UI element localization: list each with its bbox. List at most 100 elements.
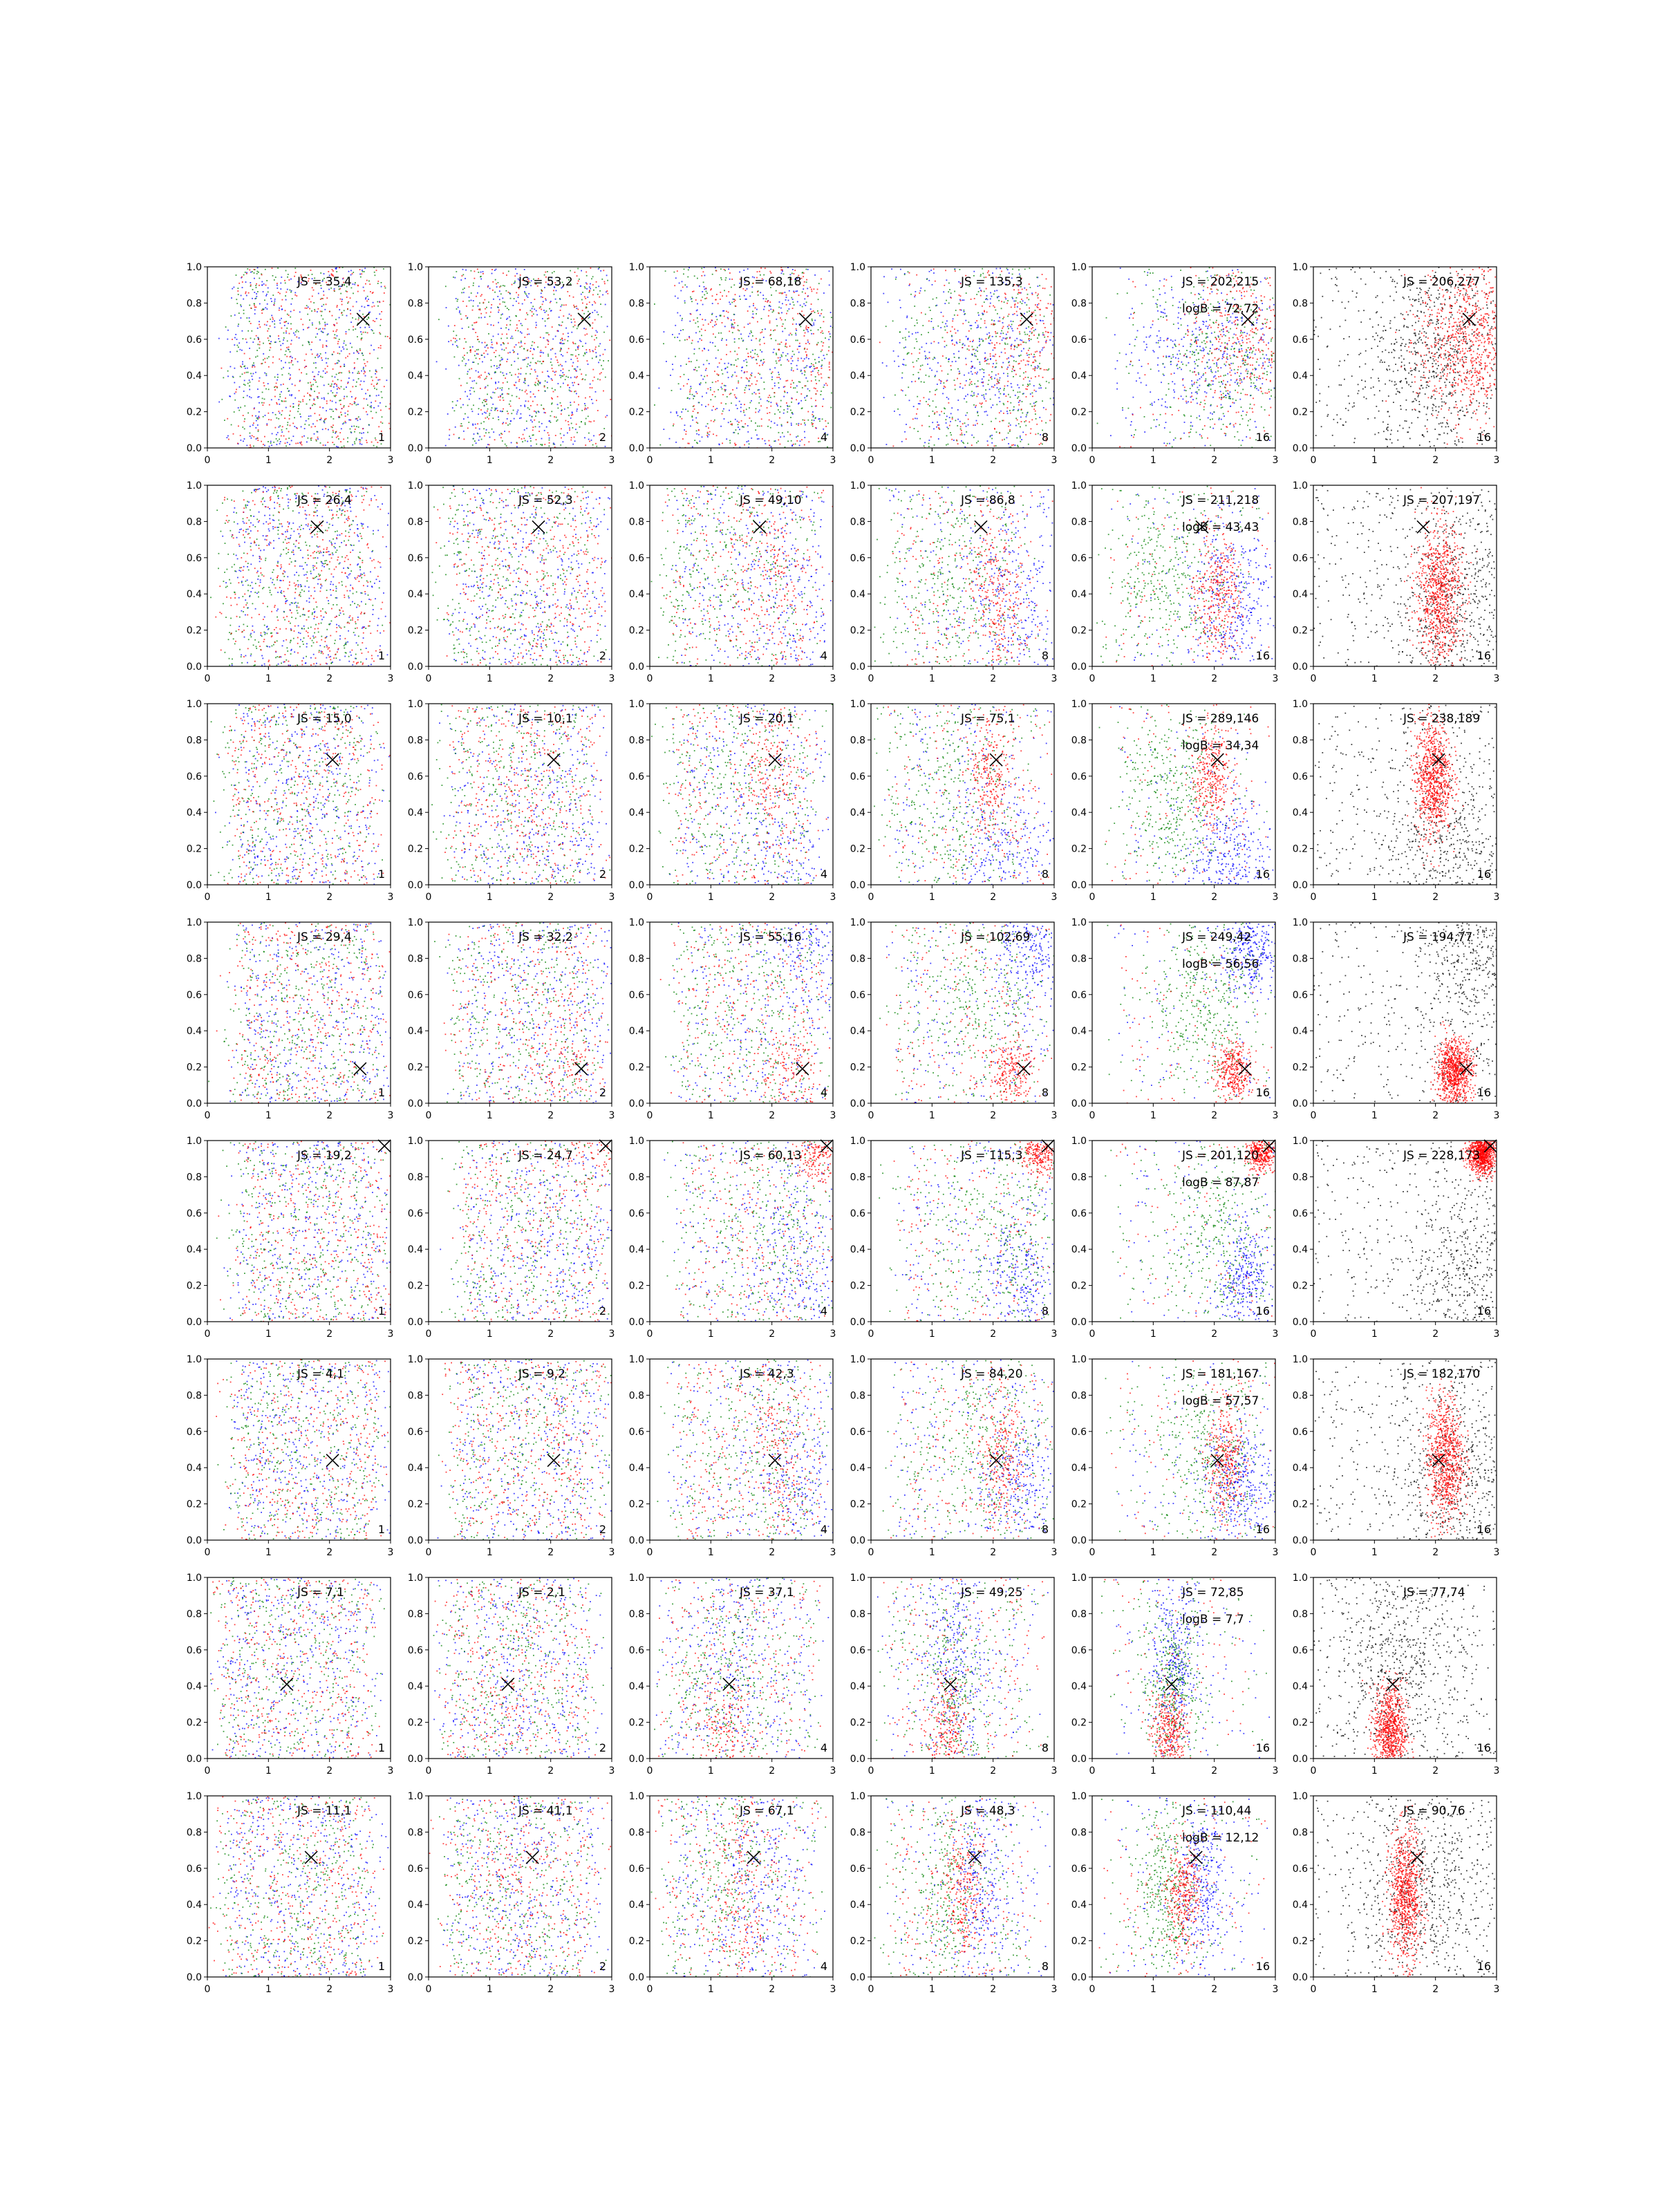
point-green — [925, 314, 926, 315]
point-blue — [373, 407, 375, 409]
point-red — [536, 378, 538, 379]
point-green — [704, 298, 706, 299]
point-red — [1001, 301, 1002, 302]
point-blue — [520, 373, 521, 375]
point-green — [585, 353, 586, 355]
point-green — [1013, 390, 1014, 391]
point-blue — [218, 402, 220, 403]
point-green — [478, 408, 480, 409]
point-green — [770, 397, 771, 398]
point-blue — [671, 412, 672, 413]
point-red — [825, 420, 826, 422]
point-green — [951, 335, 953, 337]
point-blue — [559, 375, 561, 376]
point-green — [489, 374, 490, 375]
point-red — [999, 412, 1000, 413]
point-blue — [1239, 378, 1241, 379]
point-blue — [952, 339, 953, 341]
point-blue — [803, 288, 804, 290]
point-red — [991, 324, 993, 325]
point-green — [385, 288, 386, 289]
point-blue — [348, 271, 350, 272]
point-blue — [516, 301, 517, 302]
point-red — [960, 300, 962, 301]
point-green — [947, 373, 948, 375]
point-red — [1003, 420, 1004, 422]
point-blue — [986, 295, 988, 297]
point-green — [532, 358, 534, 359]
point-blue — [360, 381, 362, 382]
point-blue — [669, 438, 671, 440]
point-green — [578, 326, 579, 328]
point-blue — [968, 424, 969, 426]
point-blue — [364, 327, 366, 328]
point-green — [964, 313, 966, 315]
point-blue — [521, 342, 522, 344]
point-red — [597, 410, 599, 411]
point-red — [1040, 309, 1041, 310]
point-blue — [710, 387, 711, 388]
point-blue — [1212, 291, 1213, 292]
point-green — [914, 348, 915, 349]
point-blue — [1174, 339, 1176, 341]
point-red — [374, 321, 375, 322]
point-green — [308, 438, 309, 439]
point-green — [699, 402, 700, 404]
point-green — [733, 364, 735, 366]
scatter-points — [218, 267, 391, 449]
point-blue — [708, 350, 709, 351]
point-green — [995, 418, 997, 420]
point-red — [1035, 304, 1036, 306]
point-blue — [294, 397, 296, 399]
point-blue — [709, 434, 710, 435]
point-blue — [1033, 385, 1035, 386]
point-green — [948, 303, 950, 304]
point-blue — [545, 326, 546, 327]
point-green — [665, 270, 666, 272]
js-label: JS = 35,4 — [297, 275, 352, 289]
point-blue — [583, 328, 585, 329]
point-red — [707, 388, 709, 390]
point-red — [323, 444, 324, 446]
point-blue — [1270, 365, 1271, 366]
point-green — [720, 315, 722, 316]
point-green — [535, 426, 536, 427]
point-blue — [541, 297, 542, 298]
point-red — [747, 371, 748, 373]
point-red — [518, 381, 520, 382]
point-blue — [1212, 397, 1214, 398]
point-green — [929, 307, 930, 308]
point-green — [693, 398, 694, 400]
point-blue — [516, 446, 518, 447]
scatter-points — [436, 268, 613, 449]
point-green — [831, 393, 832, 394]
point-green — [1024, 334, 1026, 335]
point-green — [236, 303, 238, 304]
point-green — [288, 349, 290, 350]
point-blue — [530, 420, 532, 421]
point-red — [560, 364, 561, 366]
point-blue — [327, 324, 328, 325]
point-red — [335, 363, 336, 364]
point-green — [538, 422, 540, 423]
point-blue — [244, 380, 245, 382]
point-blue — [227, 435, 229, 437]
point-green — [1027, 312, 1028, 313]
point-green — [936, 389, 937, 391]
point-green — [249, 321, 250, 322]
point-red — [1023, 359, 1024, 361]
point-blue — [735, 404, 737, 406]
point-red — [941, 371, 943, 372]
point-blue — [760, 399, 762, 400]
point-green — [1037, 337, 1038, 339]
point-green — [763, 359, 765, 360]
point-blue — [1033, 357, 1034, 358]
point-blue — [958, 350, 959, 352]
point-red — [769, 412, 771, 413]
point-blue — [1003, 337, 1004, 339]
point-blue — [579, 340, 581, 341]
point-blue — [1023, 348, 1024, 350]
point-red — [703, 324, 704, 326]
point-red — [485, 342, 486, 344]
point-green — [287, 314, 288, 315]
